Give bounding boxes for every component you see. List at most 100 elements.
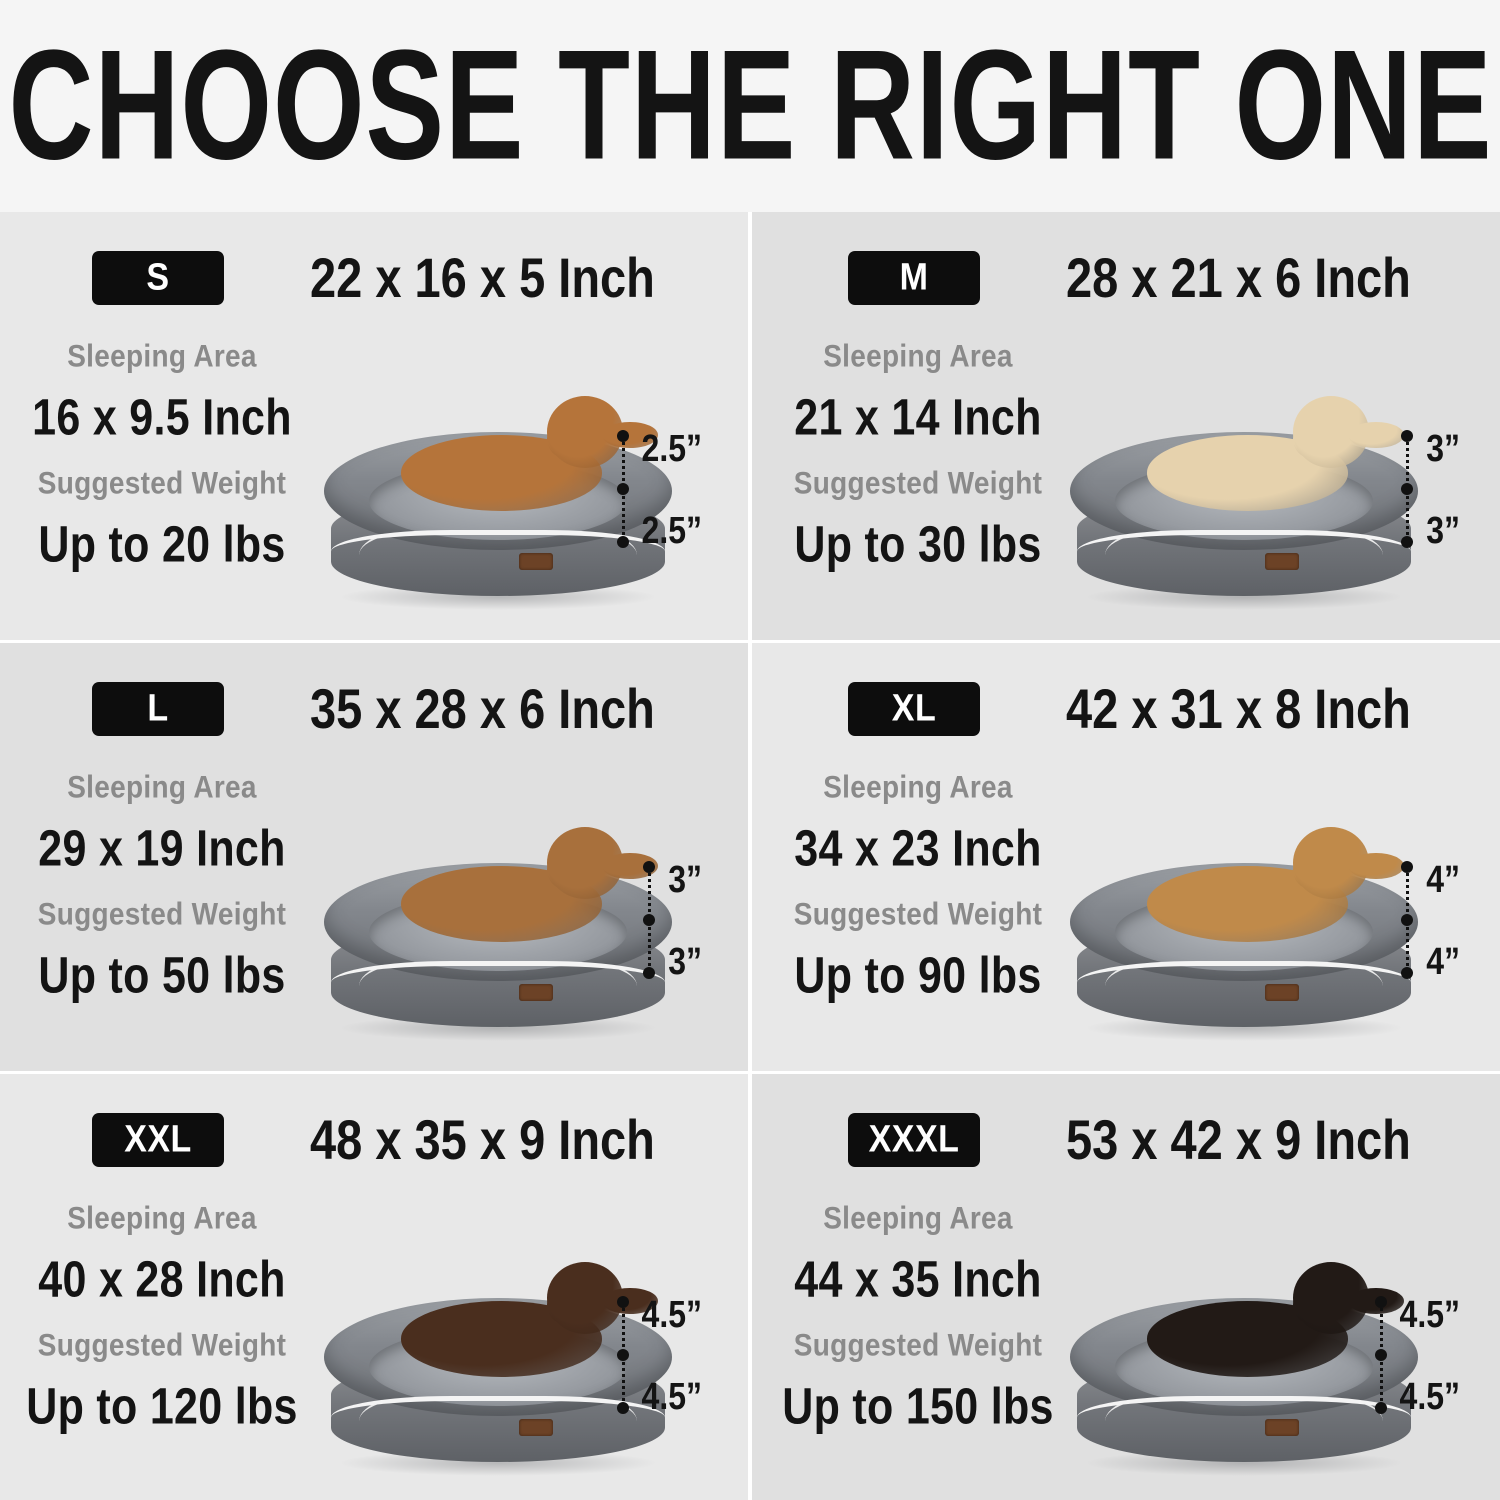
- dimension-dot-bottom: [616, 536, 629, 548]
- product-photo: 4.5” 4.5”: [318, 1176, 748, 1500]
- suggested-weight-label: Suggested Weight: [37, 895, 287, 932]
- suggested-weight-value: Up to 30 lbs: [794, 516, 1042, 574]
- size-badge-label: S: [146, 255, 170, 299]
- dog-snout: [602, 422, 659, 449]
- overall-dimensions: 53 x 42 x 9 Inch: [1066, 1108, 1411, 1171]
- sleeping-area-label: Sleeping Area: [67, 1199, 257, 1236]
- overall-dimensions: 22 x 16 x 5 Inch: [310, 246, 655, 309]
- dimension-line-icon: [642, 861, 656, 979]
- bed-rim-line: [330, 1396, 666, 1439]
- thickness-callout: 3” 3”: [1400, 426, 1460, 552]
- sleeping-area-label: Sleeping Area: [67, 337, 257, 374]
- spec-block: Sleeping Area 16 x 9.5 Inch Suggested Weig…: [14, 337, 310, 573]
- size-cell-header: S 22 x 16 x 5 Inch: [0, 246, 748, 309]
- suggested-weight-label: Suggested Weight: [793, 464, 1043, 501]
- dog-bed-illustration: [324, 826, 672, 1041]
- dimension-dot-top: [1401, 861, 1414, 873]
- size-cell-header: L 35 x 28 x 6 Inch: [0, 677, 748, 740]
- thickness-bottom-value: 3”: [668, 939, 702, 983]
- size-cell-l: L 35 x 28 x 6 Inch Sleeping Area 29 x 19 In…: [0, 643, 748, 1071]
- thickness-top-value: 4”: [1426, 857, 1460, 901]
- brand-tag: [518, 983, 553, 1001]
- bed-rim-line: [330, 530, 666, 573]
- sleeping-area-value: 44 x 35 Inch: [794, 1251, 1042, 1309]
- product-photo: 4” 4”: [1064, 741, 1500, 1071]
- spec-block: Sleeping Area 21 x 14 Inch Suggested Weigh…: [768, 337, 1068, 573]
- thickness-bottom-value: 2.5”: [641, 508, 702, 552]
- dimension-dot-top: [1374, 1296, 1387, 1308]
- dog-snout: [602, 1288, 659, 1315]
- dog-bed-illustration: [324, 1261, 672, 1476]
- sleeping-area-label: Sleeping Area: [823, 768, 1013, 805]
- sleeping-area-label: Sleeping Area: [823, 1199, 1013, 1236]
- thickness-top-value: 4.5”: [641, 1292, 702, 1336]
- thickness-values: 4.5” 4.5”: [1399, 1292, 1460, 1415]
- dimension-dot-middle: [1401, 914, 1414, 926]
- thickness-callout: 3” 3”: [642, 860, 702, 983]
- dimension-dot-bottom: [616, 1402, 629, 1414]
- overall-dimensions: 48 x 35 x 9 Inch: [310, 1108, 655, 1171]
- size-cell-xxl: XXL 48 x 35 x 9 Inch Sleeping Area 40 x 28 …: [0, 1074, 748, 1500]
- dog-snout: [1348, 853, 1405, 880]
- size-badge-xl[interactable]: XL: [848, 681, 980, 736]
- product-photo: 2.5” 2.5”: [318, 310, 748, 640]
- bed-rim-line: [330, 961, 666, 1004]
- size-cell-s: S 22 x 16 x 5 Inch Sleeping Area 16 x 9.5 I…: [0, 212, 748, 640]
- dimension-dot-top: [1401, 430, 1414, 442]
- bed-rim-line: [1076, 961, 1412, 1004]
- dimension-line-icon: [1400, 430, 1414, 548]
- thickness-callout: 4” 4”: [1400, 857, 1460, 980]
- thickness-top-value: 4.5”: [1399, 1292, 1460, 1336]
- thickness-bottom-value: 3”: [1426, 508, 1460, 552]
- spec-block: Sleeping Area 44 x 35 Inch Suggested Weigh…: [768, 1199, 1068, 1435]
- dog-snout: [1348, 422, 1405, 449]
- size-badge-xxl[interactable]: XXL: [92, 1112, 224, 1167]
- size-badge-label: M: [899, 255, 929, 299]
- size-badge-xxxl[interactable]: XXXL: [848, 1112, 980, 1167]
- dimension-dot-bottom: [1401, 967, 1414, 979]
- size-cell-m: M 28 x 21 x 6 Inch Sleeping Area 21 x 14 In…: [752, 212, 1500, 640]
- brand-tag: [1264, 1418, 1299, 1436]
- sleeping-area-value: 40 x 28 Inch: [38, 1251, 286, 1309]
- product-photo: 3” 3”: [1064, 310, 1500, 640]
- product-photo: 3” 3”: [318, 741, 748, 1071]
- dimension-line-icon: [1374, 1296, 1388, 1414]
- thickness-top-value: 3”: [1426, 426, 1460, 470]
- suggested-weight-value: Up to 50 lbs: [38, 947, 286, 1005]
- suggested-weight-label: Suggested Weight: [37, 464, 287, 501]
- overall-dimensions: 35 x 28 x 6 Inch: [310, 677, 655, 740]
- size-badge-label: XXL: [124, 1117, 192, 1161]
- dimension-dot-middle: [643, 914, 656, 926]
- page-title: CHOOSE THE RIGHT ONE: [8, 18, 1492, 193]
- suggested-weight-label: Suggested Weight: [793, 895, 1043, 932]
- suggested-weight-label: Suggested Weight: [793, 1326, 1043, 1363]
- thickness-bottom-value: 4.5”: [641, 1374, 702, 1418]
- dimension-dot-top: [643, 861, 656, 873]
- spec-block: Sleeping Area 34 x 23 Inch Suggested Weigh…: [768, 768, 1068, 1004]
- thickness-callout: 4.5” 4.5”: [616, 1292, 702, 1418]
- page-header: CHOOSE THE RIGHT ONE: [0, 0, 1500, 212]
- sleeping-area-value: 34 x 23 Inch: [794, 820, 1042, 878]
- dog-bed-illustration: [1070, 395, 1418, 610]
- thickness-values: 2.5” 2.5”: [641, 426, 702, 552]
- dimension-dot-bottom: [1401, 536, 1414, 548]
- size-badge-l[interactable]: L: [92, 681, 224, 736]
- sleeping-area-label: Sleeping Area: [823, 337, 1013, 374]
- thickness-top-value: 2.5”: [641, 426, 702, 470]
- spec-block: Sleeping Area 40 x 28 Inch Suggested Weigh…: [14, 1199, 310, 1435]
- size-badge-label: XL: [891, 686, 937, 730]
- bed-rim-line: [1076, 530, 1412, 573]
- size-badge-m[interactable]: M: [848, 250, 980, 305]
- sleeping-area-value: 29 x 19 Inch: [38, 820, 286, 878]
- brand-tag: [518, 552, 553, 570]
- thickness-values: 4.5” 4.5”: [641, 1292, 702, 1418]
- size-badge-s[interactable]: S: [92, 250, 224, 305]
- sleeping-area-value: 21 x 14 Inch: [794, 389, 1042, 447]
- sleeping-area-value: 16 x 9.5 Inch: [32, 389, 292, 447]
- dog-bed-illustration: [1070, 826, 1418, 1041]
- thickness-callout: 4.5” 4.5”: [1374, 1292, 1460, 1415]
- suggested-weight-value: Up to 150 lbs: [782, 1378, 1054, 1436]
- dimension-line-icon: [616, 430, 630, 548]
- size-grid: S 22 x 16 x 5 Inch Sleeping Area 16 x 9.5 I…: [0, 212, 1500, 1500]
- dimension-dot-middle: [1401, 483, 1414, 495]
